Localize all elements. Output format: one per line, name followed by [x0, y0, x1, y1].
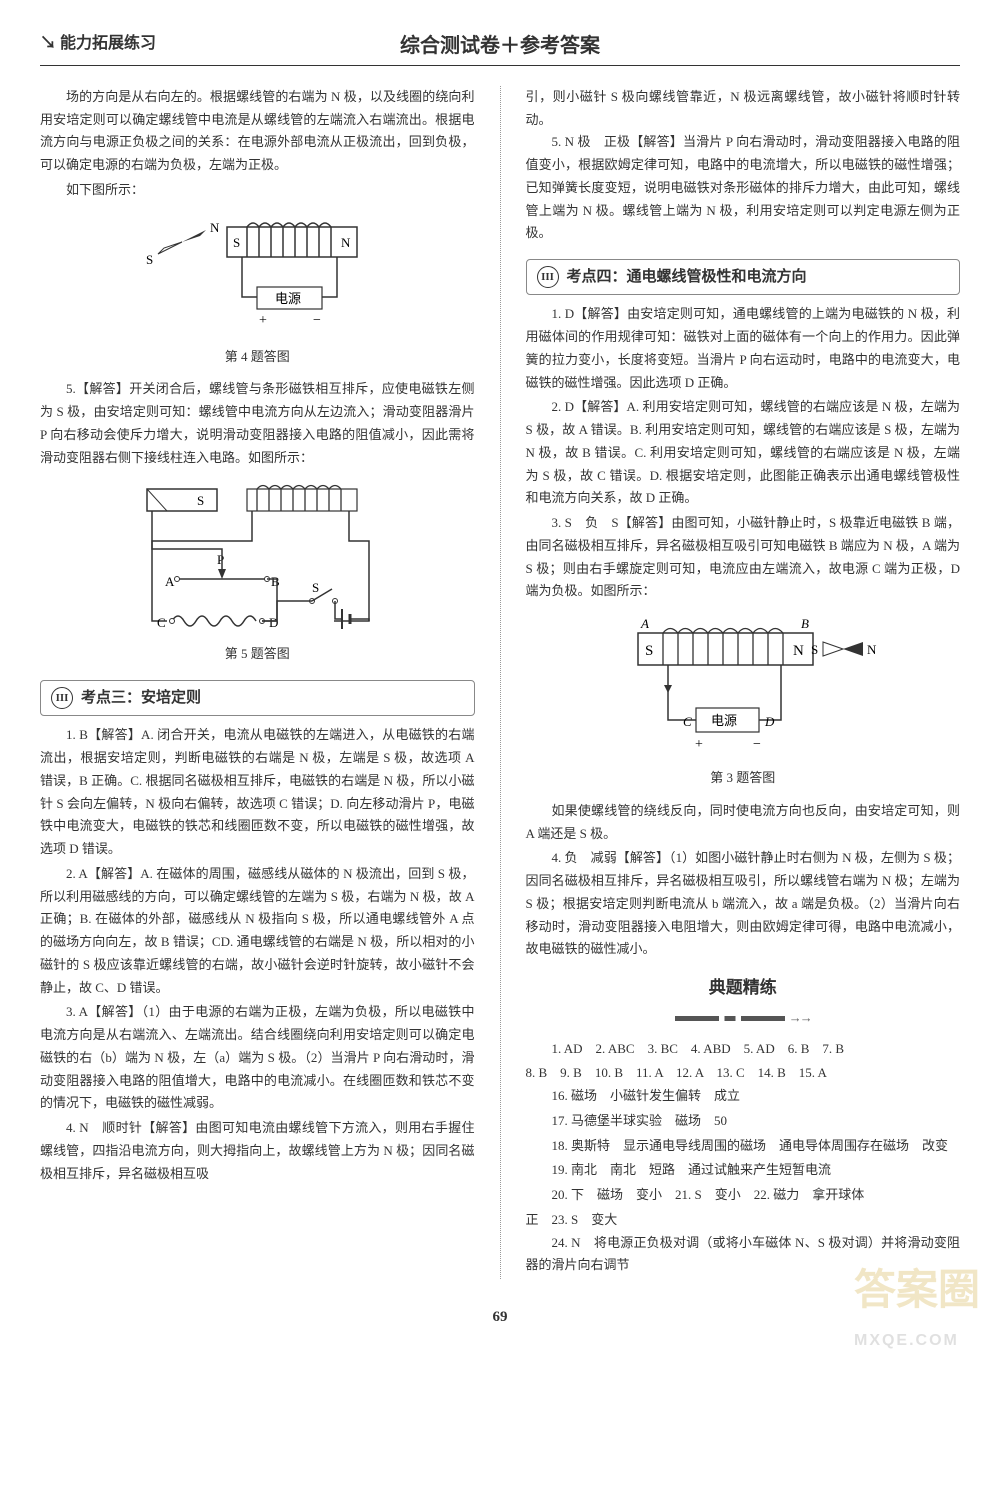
figure-4: N S S N 电源 + − 第 4 题答图: [40, 212, 475, 369]
section-title: 考点四：通电螺线管极性和电流方向: [567, 264, 807, 290]
svg-text:N: N: [210, 220, 220, 235]
paragraph: 4. 负 减弱【解答】（1）如图小磁针静止时右侧为 N 极，左侧为 S 极；因同…: [526, 847, 961, 961]
right-column: 引，则小磁针 S 极向螺线管靠近，N 极远离螺线管，故小磁针将顺时针转动。 5.…: [526, 86, 961, 1279]
svg-text:S: S: [811, 642, 818, 657]
section-number-icon: III: [51, 687, 73, 709]
section-header-3: III 考点三：安培定则: [40, 680, 475, 716]
header-left: ↘ 能力拓展练习: [40, 30, 156, 59]
circuit-diagram-icon: S P A B C: [117, 479, 397, 639]
circuit-diagram-icon: A B S N S N: [583, 613, 903, 763]
answer-line: 8. B 9. B 10. B 11. A 12. A 13. C 14. B …: [526, 1062, 961, 1085]
figure-caption: 第 5 题答图: [40, 643, 475, 666]
answer-line: 20. 下 磁场 变小 21. S 变小 22. 磁力 拿开球体: [526, 1184, 961, 1207]
svg-text:S: S: [645, 643, 653, 659]
svg-text:−: −: [753, 737, 761, 752]
paragraph: 2. A【解答】A. 在磁体的周围，磁感线从磁体的 N 极流出，回到 S 极，所…: [40, 863, 475, 1000]
paragraph: 1. D【解答】由安培定则可知，通电螺线管的上端为电磁铁的 N 极，利用磁体间的…: [526, 303, 961, 394]
svg-text:N: N: [793, 643, 804, 659]
two-column-layout: 场的方向是从右向左的。根据螺线管的右端为 N 极，以及线圈的绕向利用安培定则可以…: [40, 86, 960, 1279]
figure-3: A B S N S N: [526, 613, 961, 790]
svg-text:A: A: [640, 616, 649, 631]
svg-text:S: S: [233, 235, 240, 250]
svg-text:B: B: [271, 574, 280, 589]
circuit-diagram-icon: N S S N 电源 + −: [127, 212, 387, 342]
svg-text:电源: 电源: [275, 291, 301, 306]
paragraph: 5. N 极 正极【解答】当滑片 P 向右滑动时，滑动变阻器接入电路的阻值变小，…: [526, 131, 961, 245]
answer-line: 正 23. S 变大: [526, 1209, 961, 1232]
paragraph: 4. N 顺时针【解答】由图可知电流由螺线管下方流入，则用右手握住螺线管，四指沿…: [40, 1117, 475, 1185]
paragraph: 1. B【解答】A. 闭合开关，电流从电磁铁的左端进入，从电磁铁的右端流出，根据…: [40, 724, 475, 861]
svg-text:−: −: [313, 313, 321, 328]
answer-line: 19. 南北 南北 短路 通过试触来产生短暂电流: [526, 1159, 961, 1182]
svg-text:C: C: [683, 714, 692, 729]
paragraph: 3. S 负 S【解答】由图可知，小磁针静止时，S 极靠近电磁铁 B 端，由同名…: [526, 512, 961, 603]
svg-text:C: C: [157, 615, 166, 630]
paragraph: 2. D【解答】A. 利用安培定则可知，螺线管的右端应该是 N 极，左端为 S …: [526, 396, 961, 510]
exercise-heading: 典题精练: [526, 973, 961, 1003]
paragraph: 3. A【解答】（1）由于电源的右端为正极，左端为负极，所以电磁铁中电流方向是从…: [40, 1001, 475, 1115]
header-title: 综合测试卷＋参考答案: [400, 28, 600, 64]
paragraph: 5.【解答】开关闭合后，螺线管与条形磁铁相互排斥，应使电磁铁左侧为 S 极，由安…: [40, 378, 475, 469]
svg-text:+: +: [695, 737, 703, 752]
svg-text:P: P: [217, 552, 224, 567]
watermark-url: MXQE.COM: [854, 1327, 980, 1356]
paragraph: 如果使螺线管的绕线反向，同时使电流方向也反向，由安培定可知，则 A 端还是 S …: [526, 800, 961, 846]
paragraph: 场的方向是从右向左的。根据螺线管的右端为 N 极，以及线圈的绕向利用安培定则可以…: [40, 86, 475, 177]
svg-text:N: N: [341, 235, 351, 250]
section-number-icon: III: [537, 266, 559, 288]
figure-caption: 第 3 题答图: [526, 767, 961, 790]
page-number: 69: [40, 1304, 960, 1331]
figure-5: S P A B C: [40, 479, 475, 666]
answer-line: 16. 磁场 小磁针发生偏转 成立: [526, 1085, 961, 1108]
svg-text:电源: 电源: [711, 713, 737, 728]
svg-text:S: S: [146, 252, 153, 267]
svg-text:+: +: [259, 313, 267, 328]
paragraph: 如下图所示：: [40, 179, 475, 202]
paragraph: 引，则小磁针 S 极向螺线管靠近，N 极远离螺线管，故小磁针将顺时针转动。: [526, 86, 961, 132]
answer-line: 18. 奥斯特 显示通电导线周围的磁场 通电导体周围存在磁场 改变: [526, 1135, 961, 1158]
section-header-4: III 考点四：通电螺线管极性和电流方向: [526, 259, 961, 295]
svg-text:B: B: [801, 616, 809, 631]
figure-caption: 第 4 题答图: [40, 346, 475, 369]
answer-line: 1. AD 2. ABC 3. BC 4. ABD 5. AD 6. B 7. …: [526, 1038, 961, 1061]
answer-line: 24. N 将电源正负极对调（或将小车磁体 N、S 极对调）并将滑动变阻器的滑片…: [526, 1232, 961, 1278]
svg-text:N: N: [867, 642, 877, 657]
left-column: 场的方向是从右向左的。根据螺线管的右端为 N 极，以及线圈的绕向利用安培定则可以…: [40, 86, 475, 1279]
section-title: 考点三：安培定则: [81, 685, 201, 711]
heading-underline-icon: →→: [526, 1007, 961, 1030]
column-divider: [500, 86, 501, 1279]
answer-line: 17. 马德堡半球实验 磁场 50: [526, 1110, 961, 1133]
svg-text:S: S: [312, 580, 319, 595]
svg-text:A: A: [165, 574, 175, 589]
svg-text:S: S: [197, 493, 204, 508]
svg-text:D: D: [764, 714, 775, 729]
